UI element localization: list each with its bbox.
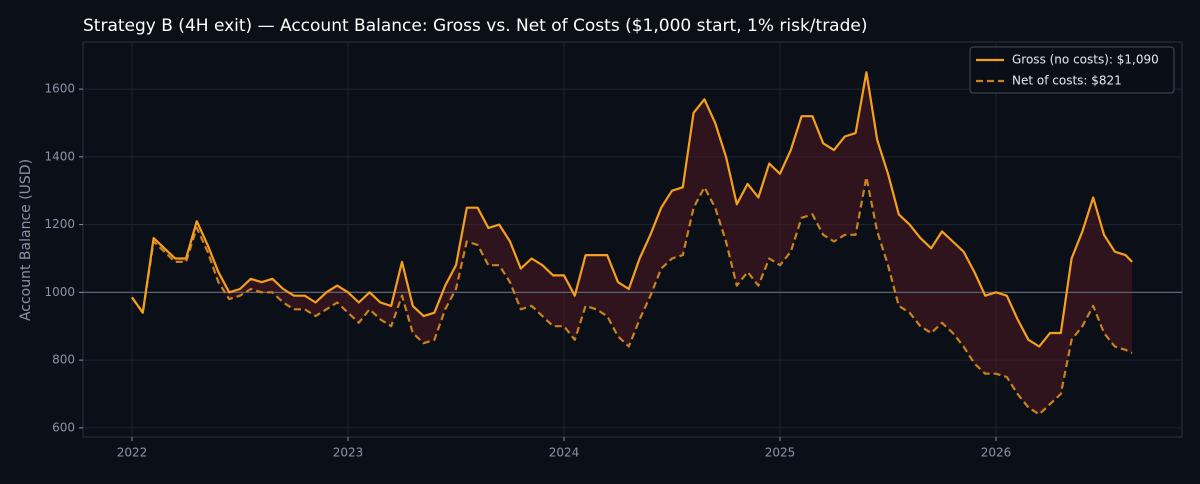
y-tick-label: 800 <box>52 353 75 367</box>
y-tick-label: 1600 <box>44 82 75 96</box>
series-line <box>131 176 1133 416</box>
legend-label: Gross (no costs): $1,090 <box>1012 53 1159 67</box>
y-tick-label: 1000 <box>44 285 75 299</box>
x-tick-label: 2026 <box>981 446 1012 460</box>
x-tick-label: 2022 <box>117 446 148 460</box>
chart-title: Strategy B (4H exit) — Account Balance: … <box>83 16 867 36</box>
y-tick-label: 1400 <box>44 149 75 163</box>
series-line <box>131 71 1133 348</box>
x-tick-label: 2025 <box>765 446 796 460</box>
x-tick-label: 2023 <box>333 446 364 460</box>
y-tick-label: 600 <box>52 420 75 434</box>
y-tick-label: 1200 <box>44 217 75 231</box>
y-axis-label: Account Balance (USD) <box>18 159 34 321</box>
legend-box <box>969 46 1175 94</box>
legend-label: Net of costs: $821 <box>1012 74 1122 88</box>
plot-area <box>82 41 1183 438</box>
x-tick-label: 2024 <box>549 446 580 460</box>
